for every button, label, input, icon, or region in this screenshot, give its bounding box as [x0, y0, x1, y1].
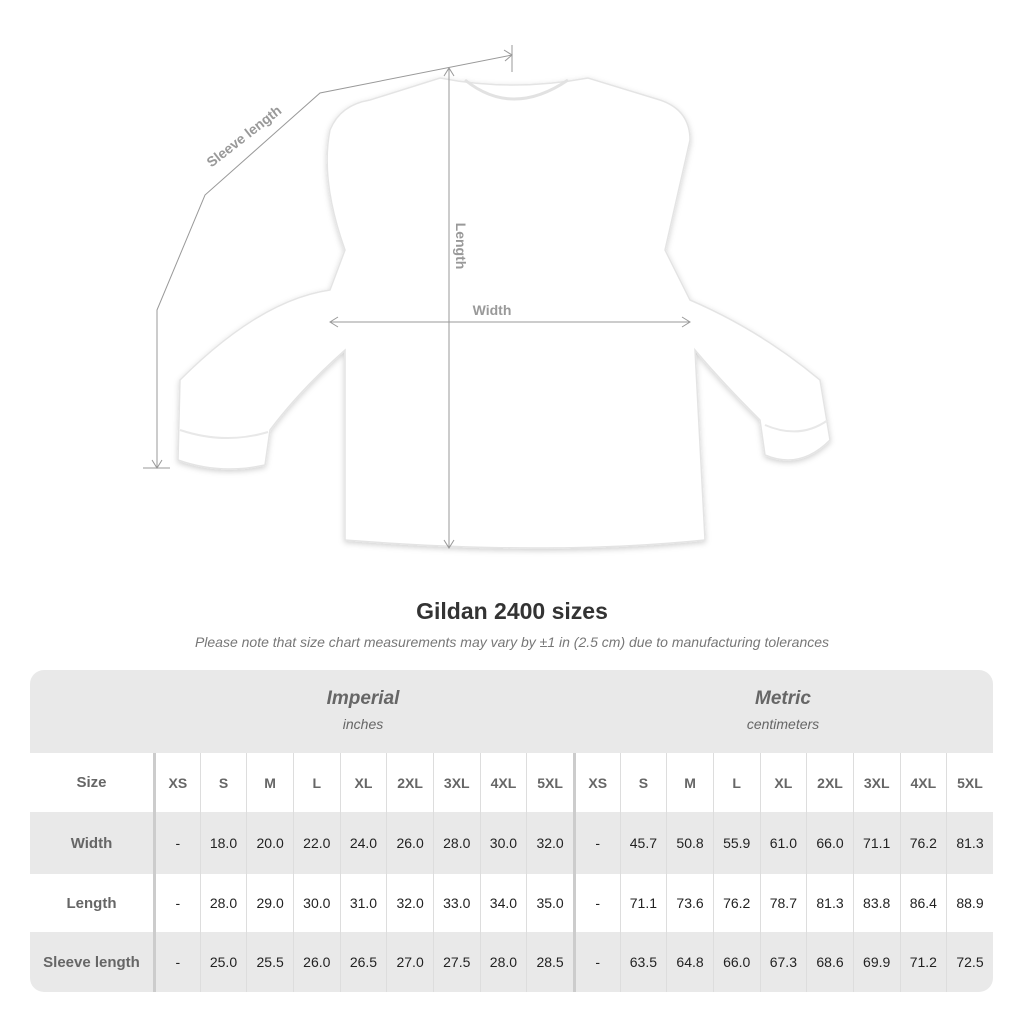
size-header-metric: L — [712, 753, 760, 812]
imperial-value: 30.0 — [292, 874, 340, 932]
metric-value: 88.9 — [946, 874, 993, 932]
table-row: Length -28.0 29.0 30.0 31.0 32.0 33.0 34.0 35.0-… — [30, 874, 993, 932]
metric-value: 50.8 — [666, 812, 713, 874]
shirt-diagram: Sleeve length Length Width — [143, 45, 831, 549]
imperial-header: Imperial inches — [153, 670, 573, 753]
imperial-value: 22.0 — [292, 812, 340, 874]
imperial-value: 25.0 — [199, 932, 247, 992]
metric-value: 68.6 — [806, 932, 853, 992]
imperial-value: 32.0 — [386, 874, 433, 932]
imperial-value: - — [153, 874, 200, 932]
imperial-value: 20.0 — [246, 812, 293, 874]
metric-value: 64.8 — [666, 932, 713, 992]
metric-value: 78.7 — [759, 874, 807, 932]
imperial-value: 24.0 — [339, 812, 387, 874]
chart-title: Gildan 2400 sizes — [416, 598, 608, 624]
imperial-heading: Imperial — [326, 688, 400, 709]
size-header-imperial: 4XL — [479, 753, 527, 812]
shirt-shape — [177, 77, 831, 549]
size-header-imperial: 2XL — [386, 753, 433, 812]
metric-value: 66.0 — [806, 812, 853, 874]
imperial-value: 34.0 — [479, 874, 527, 932]
metric-value: 71.1 — [852, 812, 900, 874]
imperial-unit: inches — [342, 716, 384, 732]
metric-value: 66.0 — [712, 932, 760, 992]
row-label: Length — [66, 894, 117, 912]
imperial-value: 31.0 — [339, 874, 387, 932]
size-header-metric: S — [619, 753, 667, 812]
size-header-imperial: M — [246, 753, 293, 812]
metric-value: 67.3 — [759, 932, 807, 992]
imperial-value: 18.0 — [199, 812, 247, 874]
size-header-imperial: L — [292, 753, 340, 812]
metric-value: 72.5 — [946, 932, 993, 992]
metric-value: 55.9 — [712, 812, 760, 874]
imperial-value: - — [153, 932, 200, 992]
metric-value: 76.2 — [712, 874, 760, 932]
row-label: Sleeve length — [43, 953, 140, 971]
imperial-value: 26.0 — [292, 932, 340, 992]
metric-header: Metric centimeters — [573, 670, 993, 753]
metric-value: 76.2 — [899, 812, 947, 874]
size-header-metric: XS — [572, 753, 620, 812]
measurement-lines — [143, 45, 691, 549]
size-header-metric: XL — [759, 753, 807, 812]
imperial-value: 26.5 — [339, 932, 387, 992]
imperial-value: 26.0 — [386, 812, 433, 874]
imperial-value: 28.0 — [432, 812, 480, 874]
size-header-metric: 4XL — [899, 753, 947, 812]
length-label: Length — [453, 223, 469, 270]
imperial-value: 28.5 — [526, 932, 573, 992]
imperial-value: 33.0 — [432, 874, 480, 932]
metric-value: - — [572, 874, 620, 932]
metric-value: - — [572, 812, 620, 874]
imperial-value: 25.5 — [246, 932, 293, 992]
metric-value: 71.2 — [899, 932, 947, 992]
size-header-metric: 3XL — [852, 753, 900, 812]
imperial-value: 35.0 — [526, 874, 573, 932]
imperial-value: 28.0 — [479, 932, 527, 992]
imperial-value: 32.0 — [526, 812, 573, 874]
metric-value: 61.0 — [759, 812, 807, 874]
metric-value: 69.9 — [852, 932, 900, 992]
imperial-value: 30.0 — [479, 812, 527, 874]
metric-value: 73.6 — [666, 874, 713, 932]
size-header-imperial: 5XL — [526, 753, 573, 812]
size-label: Size — [76, 774, 107, 791]
size-header-metric: 5XL — [946, 753, 993, 812]
imperial-value: 29.0 — [246, 874, 293, 932]
size-header-metric: M — [666, 753, 713, 812]
size-header-imperial: XL — [339, 753, 387, 812]
metric-value: 45.7 — [619, 812, 667, 874]
row-label: Width — [70, 834, 113, 852]
width-label: Width — [473, 302, 512, 318]
metric-heading: Metric — [755, 688, 811, 709]
size-header-imperial: XS — [153, 753, 200, 812]
size-table: Imperial inches Metric centimeters Size … — [30, 670, 993, 992]
tolerance-note: Please note that size chart measurements… — [194, 634, 830, 650]
table-row: Sleeve length -25.0 25.5 26.0 26.5 27.0 27.5 28… — [30, 932, 993, 992]
size-header-imperial: S — [199, 753, 247, 812]
metric-value: 83.8 — [852, 874, 900, 932]
size-header-metric: 2XL — [806, 753, 853, 812]
metric-value: 86.4 — [899, 874, 947, 932]
imperial-value: 28.0 — [199, 874, 247, 932]
imperial-value: - — [153, 812, 200, 874]
metric-value: 81.3 — [806, 874, 853, 932]
metric-value: - — [572, 932, 620, 992]
metric-value: 71.1 — [619, 874, 667, 932]
metric-unit: centimeters — [746, 716, 820, 732]
imperial-value: 27.0 — [386, 932, 433, 992]
table-row: Width -18.0 20.0 22.0 24.0 26.0 28.0 30.0 32.0-4… — [30, 812, 993, 874]
imperial-value: 27.5 — [432, 932, 480, 992]
metric-value: 63.5 — [619, 932, 667, 992]
metric-value: 81.3 — [946, 812, 993, 874]
size-header-imperial: 3XL — [432, 753, 480, 812]
size-header-row: Size XS S M L XL 2XL 3XL 4XL 5XL XS S M L XL 2XL 3XL 4XL… — [30, 753, 993, 812]
